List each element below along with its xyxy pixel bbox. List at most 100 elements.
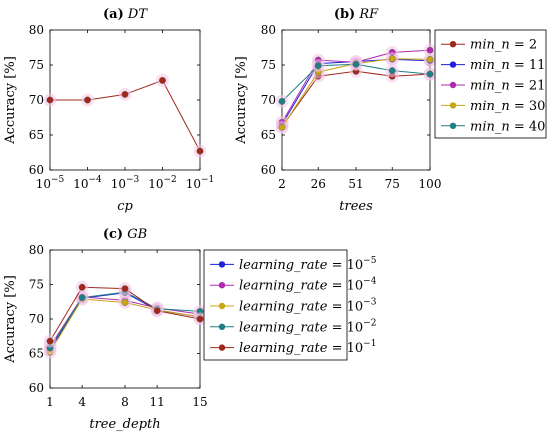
legend-box (203, 249, 348, 361)
data-point (121, 285, 129, 293)
legend-item: learning_rate = 10−1 (210, 339, 376, 356)
data-point (78, 294, 86, 302)
data-point (314, 62, 322, 70)
x-tick-label: 10−5 (36, 175, 65, 191)
x-tick-label: 4 (78, 395, 86, 409)
data-point (278, 98, 286, 105)
y-tick-label: 75 (29, 278, 44, 292)
panel-title: (a) DT (103, 7, 148, 22)
panel-dt: (a) DT 60 65 70 75 80 10−5 10−4 10−3 10−2 10−1 cp Ac… (3, 7, 214, 214)
x-tick-label: 10−2 (148, 175, 177, 191)
legend-label: learning_rate = 10−4 (239, 277, 377, 294)
data-point (153, 307, 161, 315)
data-point (426, 70, 434, 78)
y-tick-label: 60 (29, 381, 44, 395)
series-0 (44, 73, 206, 158)
plot-frame (49, 249, 201, 389)
y-tick-label: 80 (29, 23, 44, 37)
legend-item: learning_rate = 10−2 (210, 318, 376, 335)
legend-label: learning_rate = 10−2 (239, 318, 376, 335)
y-tick-label: 60 (29, 163, 44, 177)
legend-swatch-marker (449, 122, 457, 129)
y-axis-label: Accuracy [%] (3, 275, 18, 364)
series-2 (276, 43, 436, 129)
series-4 (44, 280, 206, 348)
data-point (352, 60, 360, 68)
x-axis-label: trees (339, 199, 373, 214)
series-4 (276, 57, 436, 108)
y-tick-label: 70 (261, 93, 276, 107)
data-point (46, 337, 54, 345)
panel-rf: (b) RF 60 65 70 75 80 2 26 51 75 100 trees Accuracy … (234, 7, 547, 214)
data-point (388, 55, 396, 63)
x-tick-label: 1 (46, 395, 54, 409)
series-3 (44, 285, 206, 355)
legend: learning_rate = 10−5 learning_rate = 10−4… (203, 249, 377, 361)
y-tick-label: 65 (261, 128, 276, 142)
data-point (159, 77, 166, 84)
panel-title: (c) GB (103, 227, 147, 242)
y-axis-label: Accuracy [%] (234, 56, 249, 145)
plot-frame (281, 29, 431, 171)
legend-swatch-marker (449, 102, 457, 109)
x-tick-label: 51 (348, 177, 363, 191)
legend-item: learning_rate = 10−4 (210, 277, 377, 294)
data-point (196, 315, 204, 323)
legend-swatch-marker (218, 344, 226, 351)
x-tick-label: 75 (385, 177, 400, 191)
legend-item: learning_rate = 10−5 (210, 256, 377, 273)
panel-name: DT (127, 7, 148, 22)
data-point (121, 299, 129, 306)
legend-item: learning_rate = 10−3 (210, 298, 377, 315)
panel-label: (c) (103, 227, 123, 242)
data-point (196, 147, 204, 155)
legend-label: min_n = 30 (470, 99, 545, 114)
x-tick-label: 26 (311, 177, 326, 191)
x-axis-label: cp (117, 199, 133, 214)
y-axis-label: Accuracy [%] (3, 56, 18, 145)
legend: min_n = 2 min_n = 11 min_n = 21 min_n = 30 m… (434, 29, 547, 139)
data-point (278, 123, 286, 131)
x-tick-label: 10−3 (111, 175, 140, 191)
y-tick-label: 65 (29, 128, 44, 142)
panel-name: RF (358, 7, 379, 22)
y-tick-label: 70 (29, 93, 44, 107)
x-tick-label: 2 (278, 177, 286, 191)
y-tick-label: 80 (29, 243, 44, 257)
y-tick-label: 75 (29, 58, 44, 72)
legend-swatch-marker (449, 41, 457, 48)
y-tick-label: 80 (261, 23, 276, 37)
panel-label: (a) (103, 7, 124, 22)
legend-item: min_n = 30 (441, 99, 545, 114)
data-point (426, 56, 434, 63)
legend-label: min_n = 11 (470, 58, 545, 73)
legend-label: learning_rate = 10−3 (239, 298, 377, 315)
y-tick-label: 70 (29, 312, 44, 326)
legend-label: min_n = 2 (470, 38, 537, 53)
legend-label: learning_rate = 10−5 (239, 256, 377, 273)
legend-swatch-marker (218, 323, 226, 330)
x-tick-label: 15 (192, 395, 207, 409)
y-tick-label: 60 (261, 163, 276, 177)
data-point (84, 96, 91, 104)
data-point (46, 96, 54, 104)
legend-swatch-marker (218, 282, 226, 289)
x-tick-label: 10−4 (73, 175, 102, 191)
series-0 (276, 64, 436, 134)
x-tick-label: 11 (150, 395, 165, 409)
legend-item: min_n = 2 (441, 38, 537, 53)
data-point (426, 46, 434, 54)
x-tick-label: 8 (121, 395, 129, 409)
legend-item: min_n = 40 (441, 119, 545, 134)
data-point (78, 283, 86, 291)
x-tick-label: 10−1 (186, 175, 215, 191)
legend-label: min_n = 21 (470, 79, 545, 94)
legend-label: learning_rate = 10−1 (239, 339, 376, 356)
legend-swatch-marker (218, 261, 226, 268)
legend-item: min_n = 21 (441, 79, 545, 94)
series-2 (44, 292, 206, 359)
panel-label: (b) (334, 7, 355, 22)
data-point (388, 67, 396, 75)
panel-gb: (c) GB 60 65 70 75 80 1 4 8 11 15 tree_depth Accurac… (3, 227, 377, 432)
